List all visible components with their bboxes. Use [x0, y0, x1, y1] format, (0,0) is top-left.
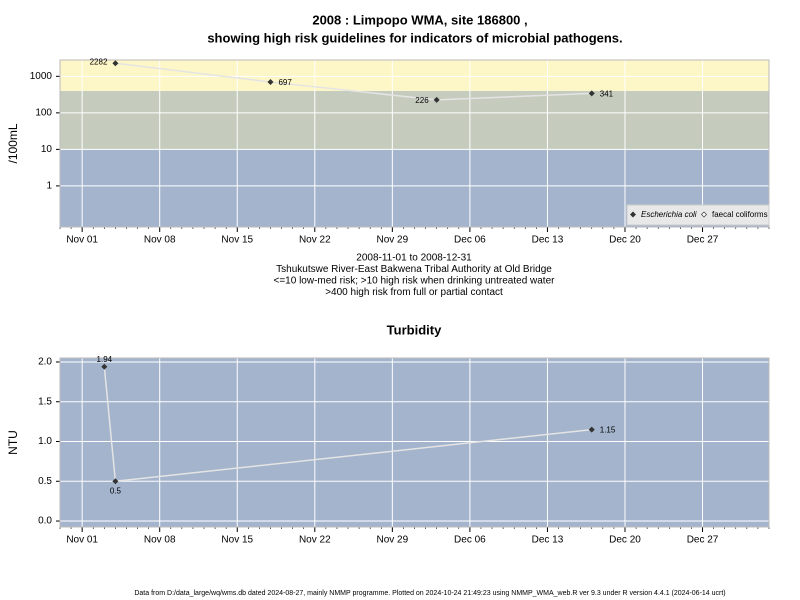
x-tick-label: Dec 20 [609, 235, 641, 246]
data-point [433, 96, 440, 103]
x-tick-label: Dec 06 [454, 235, 486, 246]
plot-frame [59, 59, 770, 228]
data-label: 1.15 [600, 426, 616, 435]
x-tick-label: Nov 08 [144, 535, 176, 546]
data-point [112, 478, 119, 485]
chart-title: Turbidity [387, 322, 442, 337]
data-point [588, 426, 595, 433]
x-tick-label: Nov 08 [144, 235, 176, 246]
legend-marker [701, 211, 707, 218]
y-tick-label: 10 [41, 144, 53, 155]
x-tick-label: Dec 27 [687, 235, 719, 246]
data-label: 0.5 [110, 486, 122, 495]
y-tick-label: 100 [35, 107, 52, 118]
data-point [101, 363, 108, 370]
plot-frame [59, 357, 770, 528]
background-band [60, 90, 769, 150]
background-band [60, 358, 769, 527]
caption-line: <=10 low-med risk; >10 high risk when dr… [274, 276, 556, 287]
data-label: 1.94 [97, 355, 113, 364]
y-tick-label: 1 [46, 181, 52, 192]
y-tick-label: 2.0 [38, 357, 52, 368]
legend-marker [630, 211, 636, 218]
y-tick-label: 1.0 [38, 436, 52, 447]
data-point [267, 79, 274, 86]
data-point [112, 60, 119, 67]
x-tick-label: Nov 29 [377, 235, 409, 246]
chart-title: 2008 : Limpopo WMA, site 186800 , [312, 12, 527, 27]
legend-box [626, 204, 770, 226]
caption-line: 2008-11-01 to 2008-12-31 [356, 253, 472, 264]
y-tick-label: 0.5 [38, 476, 52, 487]
data-point [588, 90, 595, 97]
x-tick-label: Dec 06 [454, 535, 486, 546]
footer: Data from D:/data_large/wq/wms.db dated … [134, 590, 725, 597]
x-tick-label: Dec 13 [532, 235, 564, 246]
legend-label: Escherichia coli [641, 210, 697, 219]
y-axis-label: NTU [6, 430, 20, 455]
y-axis-label: /100mL [6, 123, 20, 163]
y-tick-label: 1.5 [38, 396, 52, 407]
chart-subtitle: showing high risk guidelines for indicat… [207, 30, 622, 45]
x-tick-label: Dec 20 [609, 535, 641, 546]
data-label: 226 [415, 96, 429, 105]
caption-line: Tshukutswe River-East Bakwena Tribal Aut… [276, 264, 552, 275]
y-tick-label: 1000 [30, 71, 53, 82]
y-tick-label: 0.0 [38, 516, 52, 527]
x-tick-label: Nov 01 [66, 235, 98, 246]
data-label: 341 [600, 90, 614, 99]
x-tick-label: Nov 22 [299, 535, 331, 546]
background-band [60, 60, 769, 91]
data-label: 2282 [90, 57, 108, 66]
x-tick-label: Dec 27 [687, 535, 719, 546]
x-tick-label: Nov 15 [221, 235, 253, 246]
x-tick-label: Nov 22 [299, 235, 331, 246]
data-line [115, 62, 592, 101]
x-tick-label: Nov 01 [66, 535, 98, 546]
x-tick-label: Nov 29 [377, 535, 409, 546]
x-tick-label: Nov 15 [221, 535, 253, 546]
data-label: 697 [278, 78, 292, 87]
caption-line: >400 high risk from full or partial cont… [325, 287, 503, 298]
legend-label: faecal coliforms [712, 210, 768, 219]
x-tick-label: Dec 13 [532, 535, 564, 546]
